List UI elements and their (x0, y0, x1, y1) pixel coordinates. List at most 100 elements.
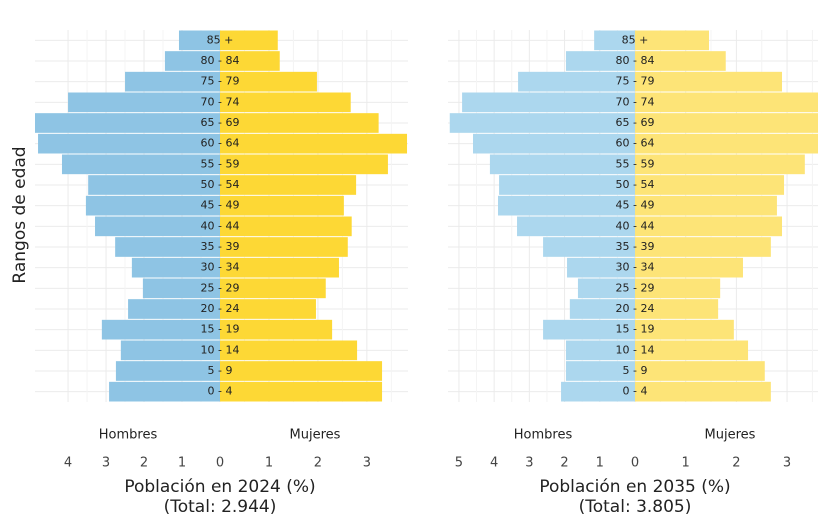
bar (543, 319, 635, 340)
age-label: 50 - 54 (201, 178, 240, 191)
bar (543, 237, 635, 257)
x-axis-title: Población en 2024 (%) (124, 477, 315, 497)
legend-label: Hombres (99, 428, 158, 443)
age-label: 45 - 49 (616, 199, 655, 212)
bar (635, 113, 818, 133)
bar (178, 30, 220, 51)
bar (120, 340, 220, 361)
bar (635, 30, 710, 51)
bar (567, 257, 635, 278)
x-tick-label: 2 (140, 456, 148, 471)
age-label: 55 - 59 (616, 157, 655, 170)
x-axis-title: Población en 2035 (%) (539, 477, 730, 497)
bar (220, 175, 357, 195)
bar (635, 381, 771, 402)
age-label: 35 - 39 (616, 240, 655, 253)
x-tick-label: 3 (525, 456, 533, 471)
bar (635, 71, 783, 92)
age-label: 70 - 74 (616, 95, 655, 108)
age-label: 5 - 9 (623, 364, 648, 377)
x-tick-label: 2 (314, 456, 322, 471)
age-label: 75 - 79 (616, 75, 655, 88)
bar (518, 71, 635, 92)
bar (38, 133, 220, 154)
bar (499, 175, 635, 195)
age-label: 65 - 69 (616, 116, 655, 129)
bar (88, 175, 220, 195)
bar (565, 51, 635, 71)
age-label: 85 + (622, 33, 649, 46)
x-tick-label: 1 (178, 456, 186, 471)
bar (220, 92, 351, 113)
bar (220, 361, 383, 381)
bar (220, 278, 326, 299)
bar (85, 195, 220, 216)
bar (220, 340, 358, 361)
bar (449, 113, 635, 133)
x-tick-label: 0 (631, 456, 639, 471)
bar (577, 278, 635, 299)
bar (565, 361, 635, 381)
bar (95, 216, 220, 237)
age-label: 10 - 14 (201, 343, 240, 356)
bars (449, 30, 818, 402)
age-label: 80 - 84 (616, 54, 655, 67)
age-label: 40 - 44 (616, 219, 655, 232)
bar (635, 51, 726, 71)
y-axis-label: Rangos de edad (10, 146, 30, 283)
bar (220, 216, 352, 237)
bar (635, 361, 765, 381)
age-label: 35 - 39 (201, 240, 240, 253)
bar (128, 299, 220, 319)
bar (220, 195, 344, 216)
age-label: 25 - 29 (616, 281, 655, 294)
age-label: 0 - 4 (208, 385, 233, 398)
x-tick-label: 4 (64, 456, 72, 471)
bar (635, 216, 783, 237)
bar (115, 361, 220, 381)
age-label: 65 - 69 (201, 116, 240, 129)
bar (35, 113, 220, 133)
bar (61, 154, 220, 175)
bar (220, 319, 333, 340)
age-label: 0 - 4 (623, 385, 648, 398)
bar (635, 133, 818, 154)
bar (635, 92, 818, 113)
bar (561, 381, 635, 402)
bar (635, 175, 785, 195)
age-label: 60 - 64 (616, 137, 655, 150)
bar (462, 92, 635, 113)
x-tick-label: 4 (490, 456, 498, 471)
bar (635, 237, 771, 257)
bar (220, 71, 317, 92)
bar (473, 133, 635, 154)
x-tick-label: 5 (455, 456, 463, 471)
legend-label: Mujeres (290, 428, 341, 443)
age-label: 40 - 44 (201, 219, 240, 232)
bar (635, 340, 749, 361)
bar (635, 257, 743, 278)
bar (220, 113, 379, 133)
age-label: 20 - 24 (201, 302, 240, 315)
age-label: 20 - 24 (616, 302, 655, 315)
age-label: 55 - 59 (201, 157, 240, 170)
legend-label: Mujeres (705, 428, 756, 443)
bar (517, 216, 635, 237)
age-label: 30 - 34 (616, 261, 655, 274)
bar (115, 237, 220, 257)
bar (109, 381, 220, 402)
age-label: 80 - 84 (201, 54, 240, 67)
age-label: 10 - 14 (616, 343, 655, 356)
x-tick-label: 2 (732, 456, 740, 471)
age-label: 60 - 64 (201, 137, 240, 150)
age-label: 15 - 19 (201, 323, 240, 336)
bar (68, 92, 220, 113)
x-axis-subtitle: (Total: 3.805) (579, 497, 692, 516)
x-tick-label: 1 (596, 456, 604, 471)
x-tick-label: 0 (216, 456, 224, 471)
age-label: 50 - 54 (616, 178, 655, 191)
bar (220, 51, 280, 71)
x-tick-label: 2 (560, 456, 568, 471)
age-label: 70 - 74 (201, 95, 240, 108)
